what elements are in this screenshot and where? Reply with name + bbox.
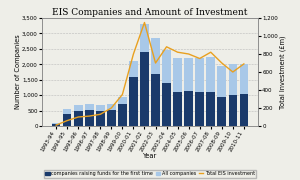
Bar: [85, 110, 94, 126]
Title: EIS Companies and Amount of Investment: EIS Companies and Amount of Investment: [52, 8, 248, 17]
Bar: [63, 114, 71, 126]
Bar: [52, 124, 60, 126]
Bar: [162, 83, 171, 126]
Bar: [229, 95, 237, 126]
Bar: [195, 58, 204, 126]
Bar: [240, 64, 248, 126]
Bar: [107, 104, 116, 126]
Bar: [218, 66, 226, 126]
Bar: [63, 109, 71, 126]
Bar: [96, 111, 105, 126]
Bar: [85, 104, 94, 126]
Bar: [162, 50, 171, 126]
Bar: [206, 57, 215, 126]
Bar: [52, 123, 60, 126]
Bar: [96, 105, 105, 126]
Bar: [140, 24, 149, 126]
Bar: [107, 110, 116, 126]
Y-axis label: Total Investment (£m): Total Investment (£m): [279, 35, 286, 109]
Bar: [74, 105, 82, 126]
Bar: [218, 97, 226, 126]
Bar: [195, 92, 204, 126]
Bar: [173, 92, 182, 126]
Bar: [129, 61, 138, 126]
Bar: [184, 58, 193, 126]
Bar: [151, 38, 160, 126]
Y-axis label: Number of Companies: Number of Companies: [15, 35, 21, 109]
Bar: [151, 74, 160, 126]
Legend: companies raising funds for the first time, All companies, Total EIS investment: companies raising funds for the first ti…: [44, 170, 256, 177]
Bar: [206, 92, 215, 126]
Bar: [173, 58, 182, 126]
Bar: [118, 104, 127, 126]
Bar: [140, 52, 149, 126]
X-axis label: Year: Year: [143, 153, 157, 159]
Bar: [184, 91, 193, 126]
Bar: [129, 77, 138, 126]
Bar: [118, 97, 127, 126]
Bar: [229, 64, 237, 126]
Bar: [240, 94, 248, 126]
Bar: [74, 111, 82, 126]
